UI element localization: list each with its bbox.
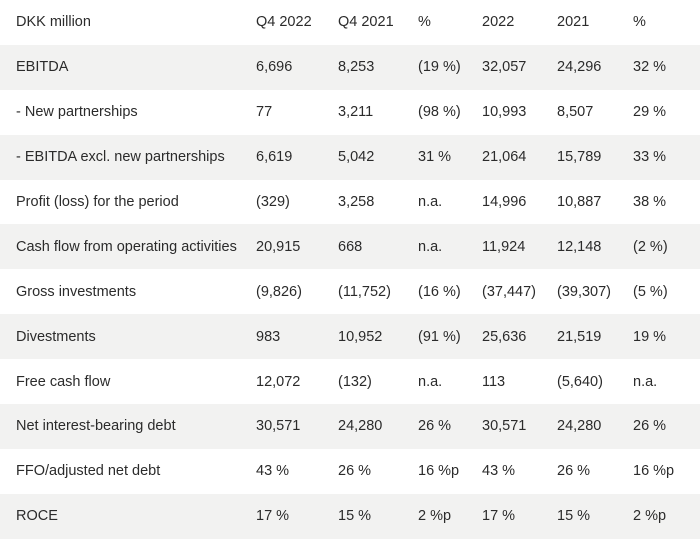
table-cell: 6,696 [256, 59, 293, 76]
table-cell: 32 % [633, 59, 667, 76]
table-cell: 983 [256, 328, 281, 345]
column-header: 2021 [557, 14, 590, 31]
row-label: Net interest-bearing debt [16, 418, 176, 435]
column-header: 2022 [482, 14, 515, 31]
table-cell: 2 %p [418, 508, 452, 525]
table-row: - EBITDA excl. new partnerships 6,619 5,… [0, 134, 700, 180]
table-cell: (132) [338, 373, 372, 390]
table-cell: 32,057 [482, 59, 527, 76]
table-cell: 38 % [633, 194, 667, 210]
row-label: Profit (loss) for the period [16, 194, 179, 210]
table-cell: 10,993 [482, 104, 527, 121]
table-cell: 8,253 [338, 59, 375, 76]
table-cell: 17 % [482, 508, 516, 525]
table-row: Net interest-bearing debt 30,571 24,280 … [0, 404, 700, 449]
table-row: Divestments 983 10,952 (91 %) 25,636 21,… [0, 314, 700, 360]
table-cell: 15 % [338, 508, 372, 525]
table-row: Free cash flow 12,072 (132) n.a. 113 (5,… [0, 359, 700, 405]
table-cell: (39,307) [557, 283, 612, 300]
table-row: ROCE 17 % 15 % 2 %p 17 % 15 % 2 %p [0, 493, 700, 539]
table-cell: (5,640) [557, 373, 603, 390]
row-label: - EBITDA excl. new partnerships [16, 149, 225, 166]
table-cell: 21,519 [557, 328, 602, 345]
table-row: Profit (loss) for the period (329) 3,258… [0, 179, 700, 225]
table-cell: 15,789 [557, 149, 602, 166]
table-cell: 16 %p [418, 463, 460, 480]
table-cell: 26 % [557, 463, 591, 480]
table-cell: 668 [338, 238, 363, 255]
table-cell: n.a. [633, 373, 658, 390]
table-cell: 20,915 [256, 238, 301, 255]
table-cell: 31 % [418, 149, 452, 166]
column-header: Q4 2021 [338, 14, 394, 31]
table-cell: (37,447) [482, 283, 537, 300]
table-cell: 26 % [418, 418, 452, 435]
row-label: Free cash flow [16, 373, 111, 390]
row-label: Gross investments [16, 283, 137, 300]
table-row: Cash flow from operating activities 20,9… [0, 224, 700, 270]
row-label: Divestments [16, 328, 96, 345]
table-row: FFO/adjusted net debt 43 % 26 % 16 %p 43… [0, 448, 700, 494]
table-header-row: DKK million Q4 2022 Q4 2021 % 2022 2021 … [0, 0, 700, 45]
table-cell: 12,148 [557, 238, 602, 255]
table-cell: n.a. [418, 373, 443, 390]
table-cell: 2 %p [633, 508, 667, 525]
table-row: Gross investments (9,826) (11,752) (16 %… [0, 269, 700, 315]
table-cell: 43 % [482, 463, 516, 480]
table-cell: (329) [256, 194, 290, 210]
table-cell: (91 %) [418, 328, 461, 345]
row-label: EBITDA [16, 59, 69, 76]
table-cell: (98 %) [418, 104, 461, 121]
table-cell: 24,280 [557, 418, 602, 435]
table-cell: 29 % [633, 104, 667, 121]
table-cell: (9,826) [256, 283, 302, 300]
table-row: EBITDA 6,696 8,253 (19 %) 32,057 24,296 … [0, 44, 700, 90]
table-cell: 113 [482, 373, 506, 390]
table-cell: 33 % [633, 149, 667, 166]
table-cell: 26 % [338, 463, 372, 480]
table-cell: 15 % [557, 508, 591, 525]
table-cell: 11,924 [482, 238, 526, 255]
table-cell: 24,296 [557, 59, 602, 76]
table-cell: 30,571 [256, 418, 301, 435]
table-cell: 17 % [256, 508, 290, 525]
row-label: - New partnerships [16, 104, 138, 121]
table-cell: 16 %p [633, 463, 675, 480]
table-row: - New partnerships 77 3,211 (98 %) 10,99… [0, 89, 700, 135]
table-cell: 6,619 [256, 149, 293, 166]
table-cell: 26 % [633, 418, 667, 435]
table-cell: 25,636 [482, 328, 527, 345]
table-cell: 43 % [256, 463, 290, 480]
column-header: % [633, 14, 646, 31]
table-cell: 21,064 [482, 149, 527, 166]
table-cell: 19 % [633, 328, 667, 345]
table-cell: (5 %) [633, 283, 668, 300]
table-cell: (19 %) [418, 59, 461, 76]
column-header: % [418, 14, 431, 31]
row-label: FFO/adjusted net debt [16, 463, 161, 480]
row-label: ROCE [16, 508, 58, 525]
table-cell: 10,952 [338, 328, 383, 345]
table-cell: 30,571 [482, 418, 527, 435]
table-cell: 5,042 [338, 149, 375, 166]
table-cell: 12,072 [256, 373, 301, 390]
table-cell: (16 %) [418, 283, 461, 300]
table-cell: n.a. [418, 238, 443, 255]
table-cell: 8,507 [557, 104, 594, 121]
column-header: DKK million [16, 14, 91, 31]
table-cell: 24,280 [338, 418, 383, 435]
row-label: Cash flow from operating activities [16, 238, 237, 255]
table-cell: 3,211 [338, 104, 374, 121]
table-cell: 10,887 [557, 194, 602, 210]
table-cell: 77 [256, 104, 273, 121]
table-cell: (11,752) [338, 283, 391, 300]
table-cell: 3,258 [338, 194, 375, 210]
table-cell: (2 %) [633, 238, 668, 255]
column-header: Q4 2022 [256, 14, 312, 31]
table-cell: n.a. [418, 194, 443, 210]
table-cell: 14,996 [482, 194, 527, 210]
